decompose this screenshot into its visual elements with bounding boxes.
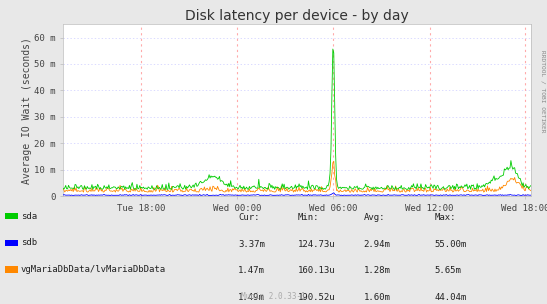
Text: 2.94m: 2.94m bbox=[364, 240, 391, 249]
Text: 1.47m: 1.47m bbox=[238, 266, 265, 275]
Title: Disk latency per device - by day: Disk latency per device - by day bbox=[185, 9, 409, 23]
Text: vgMariaDbData/lvMariaDbData: vgMariaDbData/lvMariaDbData bbox=[21, 265, 166, 274]
Text: 124.73u: 124.73u bbox=[298, 240, 336, 249]
Text: Cur:: Cur: bbox=[238, 213, 259, 222]
Text: RRDTOOL / TOBI OETIKER: RRDTOOL / TOBI OETIKER bbox=[541, 50, 546, 133]
Text: 44.04m: 44.04m bbox=[435, 293, 467, 302]
Text: 3.37m: 3.37m bbox=[238, 240, 265, 249]
Text: sda: sda bbox=[21, 212, 37, 221]
Text: Min:: Min: bbox=[298, 213, 319, 222]
Text: sdb: sdb bbox=[21, 238, 37, 247]
Y-axis label: Average IO Wait (seconds): Average IO Wait (seconds) bbox=[22, 37, 32, 184]
Text: 1.28m: 1.28m bbox=[364, 266, 391, 275]
Text: 55.00m: 55.00m bbox=[435, 240, 467, 249]
Text: 5.65m: 5.65m bbox=[435, 266, 462, 275]
Text: Munin 2.0.33-1: Munin 2.0.33-1 bbox=[241, 292, 306, 301]
Text: 1.49m: 1.49m bbox=[238, 293, 265, 302]
Text: Max:: Max: bbox=[435, 213, 456, 222]
Text: 190.52u: 190.52u bbox=[298, 293, 336, 302]
Text: 160.13u: 160.13u bbox=[298, 266, 336, 275]
Text: 1.60m: 1.60m bbox=[364, 293, 391, 302]
Text: Avg:: Avg: bbox=[364, 213, 385, 222]
